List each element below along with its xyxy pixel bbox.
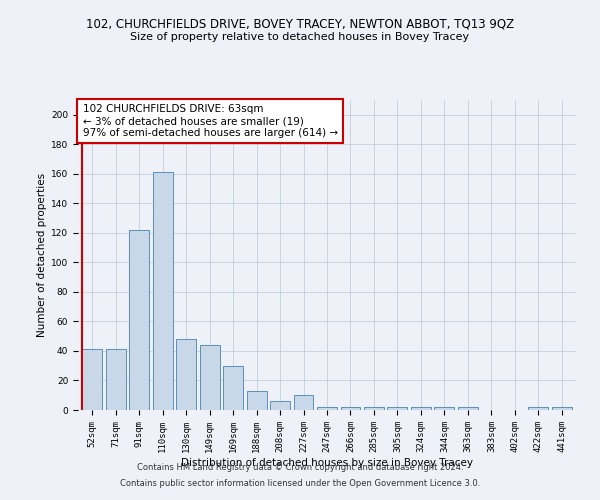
Text: Size of property relative to detached houses in Bovey Tracey: Size of property relative to detached ho…	[130, 32, 470, 42]
Text: Contains HM Land Registry data © Crown copyright and database right 2024.: Contains HM Land Registry data © Crown c…	[137, 464, 463, 472]
X-axis label: Distribution of detached houses by size in Bovey Tracey: Distribution of detached houses by size …	[181, 458, 473, 468]
Bar	[388, 407, 407, 410]
Bar	[106, 350, 125, 410]
Bar	[293, 395, 313, 410]
Bar	[200, 345, 220, 410]
Bar	[458, 407, 478, 410]
Bar	[529, 407, 548, 410]
Bar	[176, 339, 196, 410]
Bar	[552, 407, 572, 410]
Y-axis label: Number of detached properties: Number of detached properties	[37, 173, 47, 337]
Bar	[129, 230, 149, 410]
Bar	[341, 407, 361, 410]
Bar	[223, 366, 243, 410]
Bar	[82, 350, 102, 410]
Text: 102, CHURCHFIELDS DRIVE, BOVEY TRACEY, NEWTON ABBOT, TQ13 9QZ: 102, CHURCHFIELDS DRIVE, BOVEY TRACEY, N…	[86, 18, 514, 30]
Bar	[364, 407, 384, 410]
Bar	[152, 172, 173, 410]
Bar	[434, 407, 454, 410]
Bar	[270, 401, 290, 410]
Bar	[317, 407, 337, 410]
Text: Contains public sector information licensed under the Open Government Licence 3.: Contains public sector information licen…	[120, 478, 480, 488]
Bar	[411, 407, 431, 410]
Bar	[247, 391, 266, 410]
Text: 102 CHURCHFIELDS DRIVE: 63sqm
← 3% of detached houses are smaller (19)
97% of se: 102 CHURCHFIELDS DRIVE: 63sqm ← 3% of de…	[83, 104, 338, 138]
